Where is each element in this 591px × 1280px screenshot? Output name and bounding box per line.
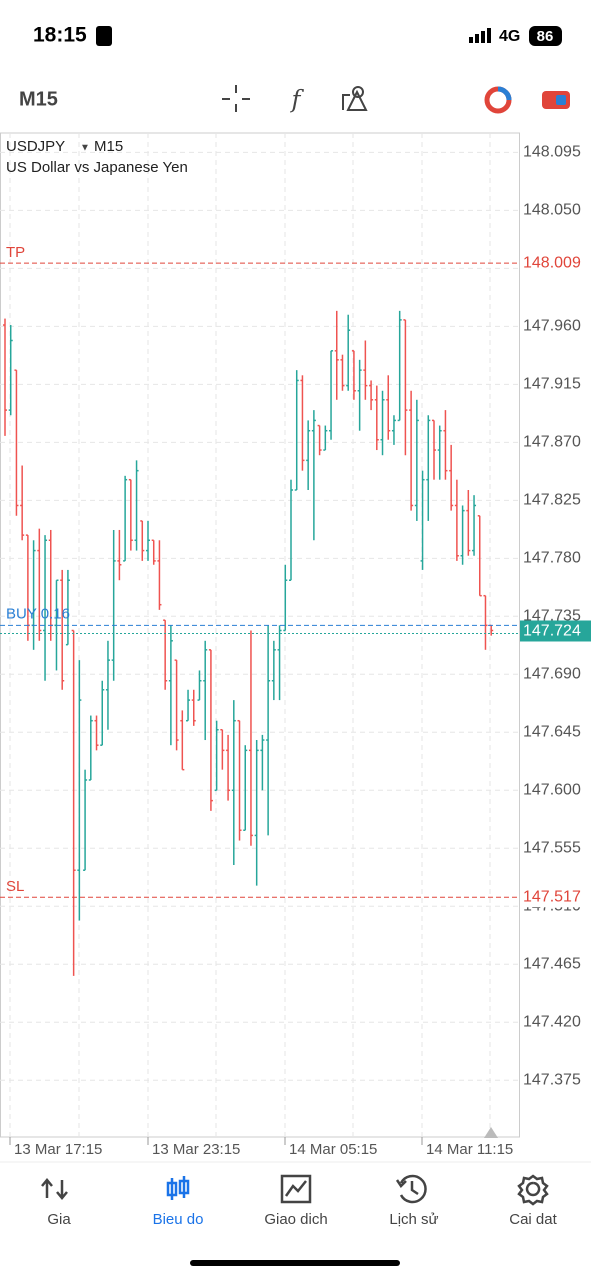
nav-icon[interactable] [166,1176,190,1200]
level-label: SL [6,878,24,895]
nav-icon[interactable] [395,1174,427,1204]
clock: 18:15 [33,24,87,47]
symbol: USDJPY [6,138,65,155]
nav-icon[interactable] [41,1178,68,1200]
x-tick-label: 14 Mar 05:15 [289,1141,377,1158]
y-tick-label: 147.645 [523,724,581,741]
y-tick-label: 147.825 [523,492,581,509]
y-tick-label: 147.735 [523,608,581,625]
y-tick-label: 147.915 [523,376,581,393]
y-tick-label: 147.690 [523,666,581,683]
trade-icon[interactable] [484,86,512,114]
nav-label[interactable]: Bieu do [153,1211,204,1228]
current-price: 147.724 [523,623,581,640]
bottom-nav: Gia Bieu do Giao dich Lịch sử Cai dat [41,1174,558,1228]
position-label: BUY 0.16 [6,605,70,622]
x-tick-label: 14 Mar 11:15 [426,1141,513,1158]
home-indicator [190,1260,400,1266]
battery [529,26,562,46]
symbol-description: US Dollar vs Japanese Yen [6,159,188,176]
plot [0,133,519,1137]
y-tick-label: 147.960 [523,318,581,335]
x-tick-label: 13 Mar 23:15 [152,1141,240,1158]
nav-icon[interactable] [280,1174,312,1204]
scroll-handle[interactable] [484,1127,498,1138]
status-icon [96,26,112,46]
y-tick-label: 147.870 [523,434,581,451]
y-tick-label: 147.600 [523,782,581,799]
symbol-dropdown[interactable]: ▼ [80,143,90,154]
nav-label[interactable]: Cai dat [509,1211,557,1228]
current-price-box [520,620,591,642]
objects-tool[interactable] [342,86,368,111]
indicator-tool[interactable]: f [290,86,305,114]
chart-frame [0,132,520,1138]
network: 4G [499,28,520,45]
chart-timeframe: M15 [94,138,123,155]
y-tick-label: 147.375 [523,1072,581,1089]
x-tick-label: 13 Mar 17:15 [14,1141,102,1158]
battery-level: 86 [537,28,554,45]
signal-icon [469,28,491,43]
nav-icon[interactable] [517,1174,549,1206]
nav-label[interactable]: Giao dich [264,1211,327,1228]
level-value-box [520,887,591,908]
y-tick-label: 147.555 [523,840,581,857]
y-tick-label: 148.095 [523,144,581,161]
level-value: 147.517 [523,888,581,905]
timeframe-button[interactable]: M15 [19,88,58,110]
nav-label[interactable]: Gia [47,1211,71,1228]
level-value: 148.009 [523,254,581,271]
y-tick-label: 147.780 [523,550,581,567]
crosshair-tool[interactable] [222,85,250,112]
y-tick-label: 147.420 [523,1014,581,1031]
level-label: TP [6,244,25,261]
account-icon[interactable] [542,91,570,109]
y-tick-label: 148.050 [523,202,581,219]
nav-label[interactable]: Lịch sử [389,1211,438,1228]
level-value-box [520,253,591,274]
y-tick-label: 147.465 [523,956,581,973]
